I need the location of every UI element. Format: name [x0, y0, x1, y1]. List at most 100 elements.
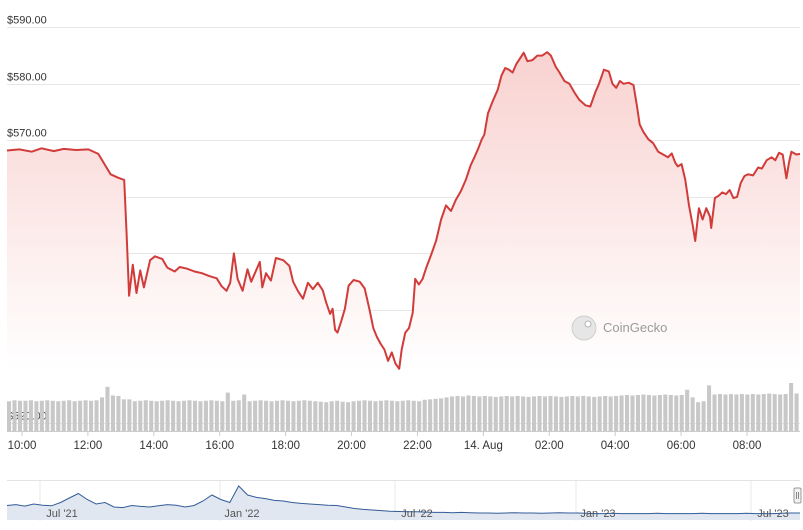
x-tick-label: 16:00 [205, 440, 234, 452]
volume-bar [296, 400, 301, 431]
volume-bar [313, 401, 318, 431]
x-tick-label: 06:00 [667, 440, 696, 452]
volume-bar [433, 398, 438, 431]
volume-bar [285, 400, 290, 431]
coingecko-logo-eye [584, 320, 592, 328]
volume-bar [121, 399, 126, 431]
volume-bar [318, 401, 323, 431]
volume-bar [94, 400, 99, 431]
volume-bar [56, 401, 61, 431]
volume-bar [373, 401, 378, 431]
volume-bar [165, 400, 170, 431]
volume-bar [307, 400, 312, 431]
volume-bar [674, 395, 679, 431]
volume-bar [756, 394, 761, 431]
volume-bar [302, 400, 307, 431]
navigator-label: Jul '21 [46, 508, 77, 520]
volume-bar [570, 395, 575, 431]
volume-bar [417, 401, 422, 431]
volume-bar [116, 395, 121, 431]
volume-bar [696, 402, 701, 431]
volume-bar [367, 400, 373, 431]
volume-bar [362, 400, 367, 431]
price-area [7, 52, 800, 370]
volume-bar [335, 400, 340, 431]
volume-bar [231, 400, 236, 431]
volume-bar [723, 394, 728, 431]
volume-bar [7, 401, 12, 431]
volume-bar [532, 396, 537, 431]
x-tick-label: 22:00 [403, 440, 432, 452]
x-tick-label: 14. Aug [464, 440, 503, 452]
coingecko-logo-icon [571, 315, 597, 341]
volume-bar [603, 395, 608, 431]
navigator-label: Jan '23 [580, 508, 615, 520]
navigator-handle[interactable] [793, 487, 802, 504]
range-navigator[interactable]: Jul '21 Jan '22 Jul '22 Jan '23 Jul '23 [6, 480, 802, 522]
volume-bar [225, 392, 230, 431]
volume-bar [39, 400, 44, 431]
volume-bar [488, 396, 493, 431]
volume-bar [635, 395, 640, 431]
volume-bar [783, 394, 788, 431]
volume-bar [154, 401, 159, 431]
volume-bar [657, 395, 662, 431]
x-axis-ticks: 10:00 12:00 14:00 16:00 18:00 20:00 22:00 14. A… [8, 431, 761, 452]
volume-bar [83, 400, 88, 431]
volume-bar [280, 400, 285, 431]
x-tick-label: 10:00 [8, 440, 37, 452]
volume-bar [220, 401, 225, 431]
volume-bar [192, 400, 198, 431]
volume-bar [182, 400, 187, 431]
volume-bar [198, 401, 203, 431]
navigator-label: Jul '23 [757, 508, 788, 520]
volume-bar [734, 394, 739, 431]
volume-bar [466, 395, 471, 431]
volume-bar [619, 395, 624, 431]
volume-bar [99, 397, 105, 431]
volume-bar [384, 400, 389, 431]
volume-bar [668, 395, 673, 431]
volume-bar [444, 397, 449, 431]
volume-bar [110, 395, 115, 431]
volume-bar [537, 395, 542, 431]
volume-bar [247, 401, 252, 431]
volume-bar [548, 395, 553, 431]
volume-bar [592, 396, 597, 431]
volume-bar [510, 396, 515, 431]
volume-bar [690, 397, 695, 431]
volume-bar [149, 400, 154, 431]
volume-bar [422, 399, 427, 431]
volume-bar [264, 400, 269, 431]
volume-bar [138, 400, 143, 431]
volume-bar [761, 394, 766, 431]
volume-bar [701, 401, 706, 431]
volume-bar [608, 396, 613, 431]
x-tick-label: 04:00 [601, 440, 630, 452]
volume-bar [597, 396, 602, 431]
volume-bar [526, 396, 531, 431]
volume-bar [324, 402, 329, 431]
price-line[interactable] [6, 51, 801, 370]
volume-bar [646, 395, 651, 431]
volume-bar [477, 396, 482, 431]
volume-bar [553, 396, 558, 431]
volume-bar [17, 400, 23, 431]
navigator-label: Jan '22 [224, 508, 259, 520]
volume-bar [143, 400, 148, 431]
volume-bar [105, 386, 110, 431]
volume-bars [7, 383, 799, 431]
volume-bar [559, 396, 564, 431]
volume-bar [728, 394, 733, 431]
volume-bar [439, 398, 444, 431]
x-tick-label: 18:00 [271, 440, 300, 452]
x-tick-label: 14:00 [139, 440, 168, 452]
x-tick-label: 20:00 [337, 440, 366, 452]
volume-bar [269, 401, 274, 431]
volume-bar [61, 400, 66, 431]
x-tick-label: 12:00 [74, 440, 103, 452]
volume-bar [340, 401, 345, 431]
x-tick-label: 02:00 [535, 440, 564, 452]
